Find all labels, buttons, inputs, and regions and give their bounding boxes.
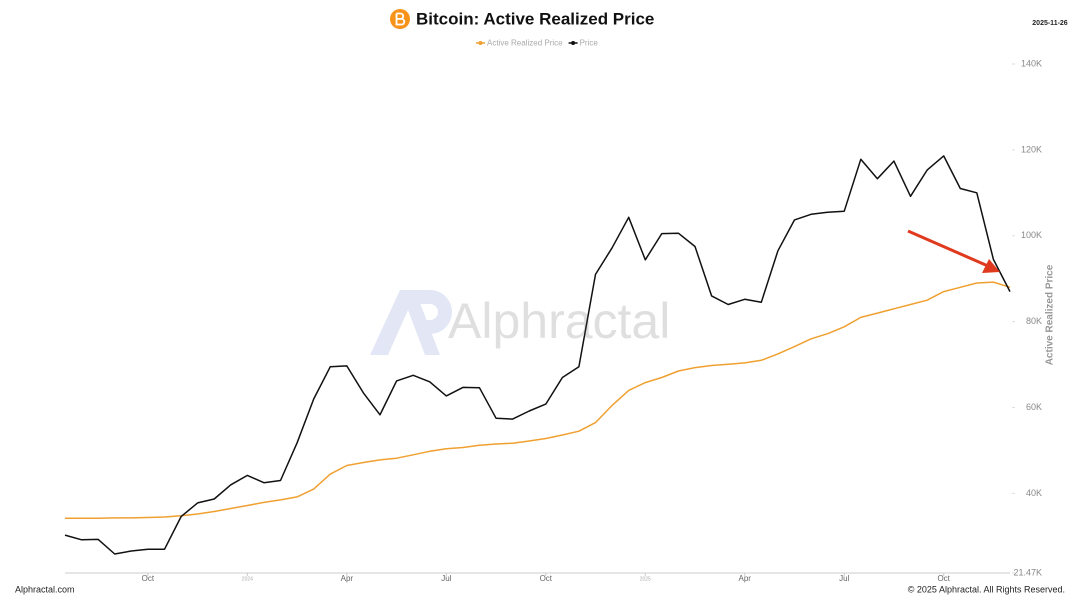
annotation-arrow — [907, 229, 1000, 273]
x-tick-label: 2025 — [640, 576, 651, 582]
legend-label: Price — [580, 39, 599, 48]
x-tick-label: Oct — [937, 574, 950, 583]
x-tick-label: Oct — [142, 574, 155, 583]
y-axis-label: Active Realized Price — [1045, 264, 1056, 365]
x-tick-label: Apr — [739, 574, 752, 583]
legend: Active Realized Price Price — [476, 39, 598, 48]
y-tick-label: 80K — [1026, 316, 1042, 326]
series-line — [65, 281, 1011, 520]
series-line — [64, 155, 1011, 555]
legend-dot — [478, 41, 483, 45]
title-icon — [390, 9, 410, 29]
y-tick-label: 21.47K — [1013, 567, 1042, 577]
watermark: Alphractal — [370, 290, 670, 355]
x-tick-label: Apr — [341, 574, 354, 583]
chart-title: Bitcoin: Active Realized Price — [416, 9, 654, 28]
x-tick-label: Jul — [839, 574, 849, 583]
y-tick-label: 100K — [1021, 230, 1042, 240]
y-tick-label: 60K — [1026, 402, 1042, 412]
legend-label: Active Realized Price — [487, 39, 563, 48]
footer-right: © 2025 Alphractal. All Rights Reserved. — [908, 584, 1065, 594]
legend-dot — [571, 41, 576, 45]
x-tick-label: Oct — [540, 574, 553, 583]
x-tick-label: Jul — [441, 574, 451, 583]
date-label: 2025-11-26 — [1032, 20, 1068, 27]
y-tick-label: 120K — [1021, 144, 1042, 154]
watermark-text: Alphractal — [448, 293, 670, 349]
y-tick-label: 40K — [1026, 488, 1042, 498]
footer-left: Alphractal.com — [15, 584, 75, 594]
x-tick-label: 2024 — [242, 576, 253, 582]
y-tick-label: 140K — [1021, 58, 1042, 68]
